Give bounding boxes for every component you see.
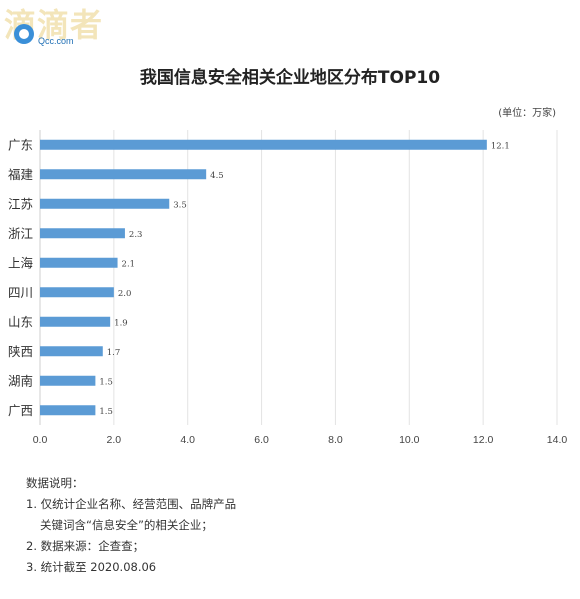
note-line-2: 2. 数据来源：企查查； [26,539,145,553]
logo-icon [14,24,34,44]
bar [40,316,111,327]
x-tick-label: 2.0 [107,434,122,446]
unit-label: (单位：万家) [498,108,556,119]
bar [40,287,114,298]
bar [40,405,96,416]
note-line-1-cont: 关键词含“信息安全”的相关企业； [40,518,213,532]
value-label: 1.7 [107,348,121,358]
x-tick-label: 12.0 [473,434,494,446]
notes-heading: 数据说明： [26,476,84,490]
value-label: 2.3 [129,230,143,240]
bar [40,169,207,180]
value-label: 4.5 [210,171,224,181]
x-tick-label: 0.0 [33,434,48,446]
category-label: 山东 [8,314,33,329]
value-label: 1.5 [99,377,113,387]
logo-text: Qcc.com [38,36,74,46]
bar [40,257,118,268]
bar [40,346,103,357]
category-label: 福建 [8,167,34,182]
category-label: 广西 [8,403,33,418]
value-label: 2.1 [122,259,136,269]
category-label: 湖南 [8,373,33,388]
x-tick-label: 6.0 [254,434,269,446]
x-tick-label: 10.0 [399,434,420,446]
note-line-3: 3. 统计截至 2020.08.06 [26,560,157,574]
x-tick-label: 14.0 [547,434,568,446]
x-tick-label: 4.0 [180,434,195,446]
value-label: 1.5 [99,407,113,417]
chart-title: 我国信息安全相关企业地区分布TOP10 [139,68,441,88]
bar-chart: 0.0 2.0 4.0 6.0 8.0 10.0 12.0 14.0 广东 12.1 福建 4.5 江苏… [8,130,568,446]
qcc-logo: Qcc.com [14,22,124,52]
category-label: 江苏 [8,196,33,211]
category-label: 广东 [8,137,33,152]
bar [40,228,125,239]
category-label: 浙江 [8,226,33,241]
value-label: 12.1 [491,141,510,151]
bar [40,375,96,386]
category-label: 陕西 [8,344,33,359]
category-label: 上海 [8,255,34,270]
value-label: 2.0 [118,289,132,299]
bar [40,139,487,150]
data-notes: 数据说明： 1. 仅统计企业名称、经营范围、品牌产品 关键词含“信息安全”的相关… [26,473,236,578]
note-line-1: 1. 仅统计企业名称、经营范围、品牌产品 [26,497,237,511]
x-tick-label: 8.0 [328,434,343,446]
bar [40,198,170,209]
value-label: 3.5 [173,200,187,210]
category-label: 四川 [8,285,33,300]
value-label: 1.9 [114,318,128,328]
